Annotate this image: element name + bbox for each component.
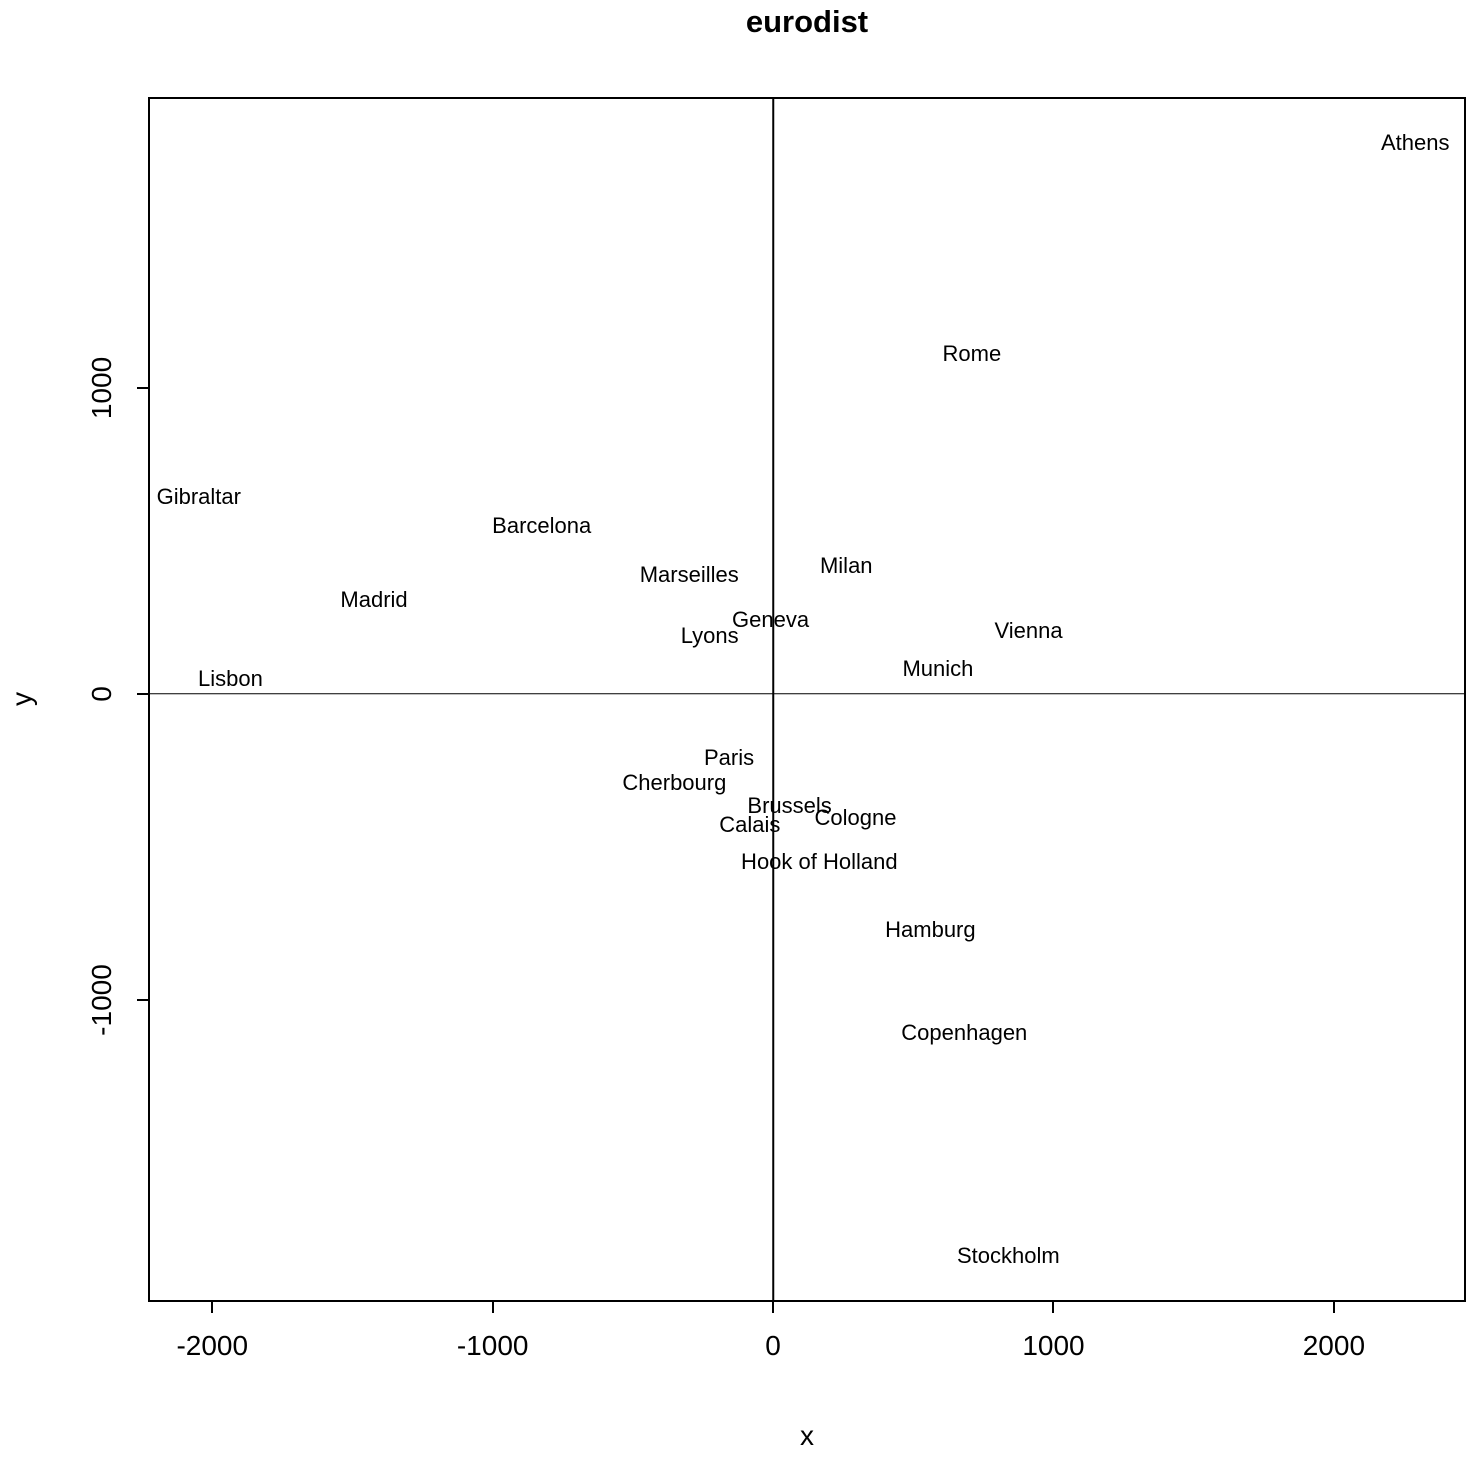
x-axis-tick xyxy=(772,1300,775,1313)
chart-title: eurodist xyxy=(745,4,869,39)
y-axis-tick-label: 1000 xyxy=(86,356,117,419)
city-label: Cologne xyxy=(814,804,897,830)
city-label: Rome xyxy=(942,341,1002,367)
city-label: Paris xyxy=(703,745,755,771)
x-axis-tick-label: -2000 xyxy=(176,1330,249,1361)
reference-line-vertical xyxy=(772,99,774,1300)
city-label: Munich xyxy=(902,655,974,681)
x-axis-tick xyxy=(211,1300,214,1313)
x-axis-label: x xyxy=(800,1420,814,1451)
x-axis-tick-label: -1000 xyxy=(456,1330,529,1361)
city-label: Stockholm xyxy=(956,1242,1060,1268)
city-label: Hook of Holland xyxy=(741,848,898,874)
city-label: Calais xyxy=(719,812,781,838)
x-axis-tick xyxy=(1052,1300,1055,1313)
x-axis-tick xyxy=(1332,1300,1335,1313)
y-axis-tick xyxy=(137,998,150,1001)
city-label: Geneva xyxy=(732,607,810,633)
city-label: Lisbon xyxy=(198,665,263,691)
plot-area: -2000 -1000 0 1000 2000 -1000 0 1000 Athens Barce… xyxy=(86,97,1466,1361)
city-label: Barcelona xyxy=(492,513,592,539)
city-label: Vienna xyxy=(994,617,1063,643)
y-axis-label: y xyxy=(6,692,37,706)
x-axis-tick-label: 2000 xyxy=(1302,1330,1366,1361)
y-axis-tick xyxy=(137,692,150,695)
x-axis-tick-label: 0 xyxy=(765,1330,781,1361)
city-label: Cherbourg xyxy=(622,769,727,795)
y-axis-tick xyxy=(137,386,150,389)
city-label: Milan xyxy=(819,553,873,579)
city-label: Hamburg xyxy=(885,917,976,943)
y-axis-tick-label: 0 xyxy=(86,685,117,702)
city-label: Lyons xyxy=(680,623,739,649)
city-label: Gibraltar xyxy=(156,484,241,510)
reference-line-horizontal xyxy=(150,692,1464,695)
city-label: Brussels xyxy=(747,792,832,818)
city-label: Athens xyxy=(1380,130,1450,156)
y-axis-tick-label: -1000 xyxy=(86,963,117,1036)
city-label: Madrid xyxy=(340,587,408,613)
x-axis-tick-label: 1000 xyxy=(1022,1330,1085,1361)
city-label: Marseilles xyxy=(639,561,739,587)
x-axis-tick xyxy=(491,1300,494,1313)
city-label: Copenhagen xyxy=(901,1019,1028,1045)
